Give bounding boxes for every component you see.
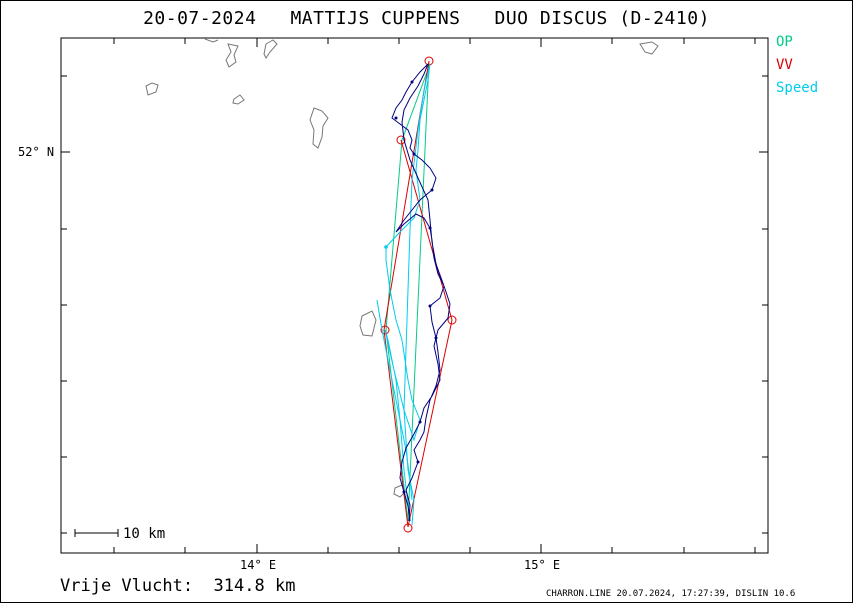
legend-vv: VV <box>776 57 793 73</box>
map-border <box>60 37 769 554</box>
coastlines <box>145 38 659 498</box>
lon-label-14: 14° E <box>240 558 277 572</box>
speed-line <box>384 63 431 526</box>
legend-op: OP <box>776 34 793 50</box>
distance-value: 314.8 km <box>213 576 296 596</box>
lat-ticks <box>61 75 768 534</box>
distance-label: Vrije Vlucht: <box>60 576 194 596</box>
flight-track <box>391 63 451 522</box>
distance-summary: Vrije Vlucht: 314.8 km <box>60 576 295 596</box>
turnpoints <box>380 56 457 533</box>
speed-line-b <box>376 299 413 501</box>
lat-label-52: 52° N <box>18 145 55 159</box>
lon-label-15: 15° E <box>524 558 561 572</box>
scale-bar-label: 10 km <box>123 526 166 542</box>
lon-ticks <box>113 38 756 553</box>
legend-speed: Speed <box>776 80 819 96</box>
op-line <box>385 61 431 522</box>
credit-line: CHARRON.LINE 20.07.2024, 17:27:39, DISLI… <box>546 589 796 599</box>
scale-bar <box>74 529 119 537</box>
track-points <box>384 80 438 494</box>
page-title: 20-07-2024 MATTIJS CUPPENS DUO DISCUS (D… <box>143 8 710 29</box>
